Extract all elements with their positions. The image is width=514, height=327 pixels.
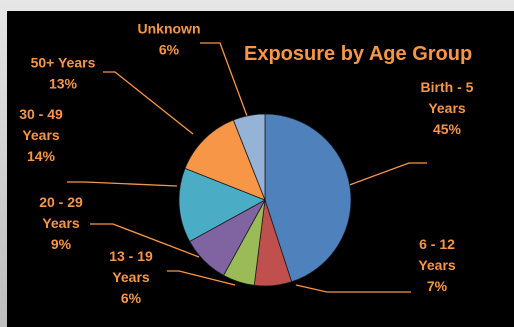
data-label-6-12: 6 - 12 Years 7% — [418, 236, 456, 294]
data-label-30-49: 30 - 49 Years 14% — [19, 106, 63, 164]
leader-line-20-29 — [90, 223, 200, 258]
chart-title: Exposure by Age Group — [244, 43, 472, 65]
leader-line-birth-5 — [343, 162, 427, 188]
pie-slice-30-49 — [178, 167, 266, 242]
pie-chart: Exposure by Age Group Birth - 5 Years 45% 6… — [7, 11, 514, 327]
data-labels: Birth - 5 Years 45% 6 - 12 Years 7% 13 - 19 Yea… — [19, 21, 473, 307]
data-label-13-19: 13 - 19 Years 6% — [109, 248, 153, 306]
data-label-20-29: 20 - 29 Years 9% — [39, 194, 83, 252]
leader-line-50-plus — [103, 71, 194, 135]
leader-line-30-49 — [67, 181, 178, 187]
leader-line-6-12 — [295, 284, 411, 293]
leader-line-13-19 — [167, 270, 236, 286]
leader-line-unknown — [200, 42, 248, 117]
data-label-birth-5: Birth - 5 Years 45% — [421, 79, 474, 137]
leader-lines — [67, 42, 427, 293]
pie-slices — [178, 113, 352, 287]
data-label-unknown: Unknown 6% — [138, 21, 201, 58]
data-label-50-plus: 50+ Years 13% — [31, 55, 96, 92]
pie-slice-50-plus — [184, 119, 266, 201]
pie-slice-unknown — [232, 113, 266, 201]
pie-slice-birth-5 — [264, 113, 352, 283]
